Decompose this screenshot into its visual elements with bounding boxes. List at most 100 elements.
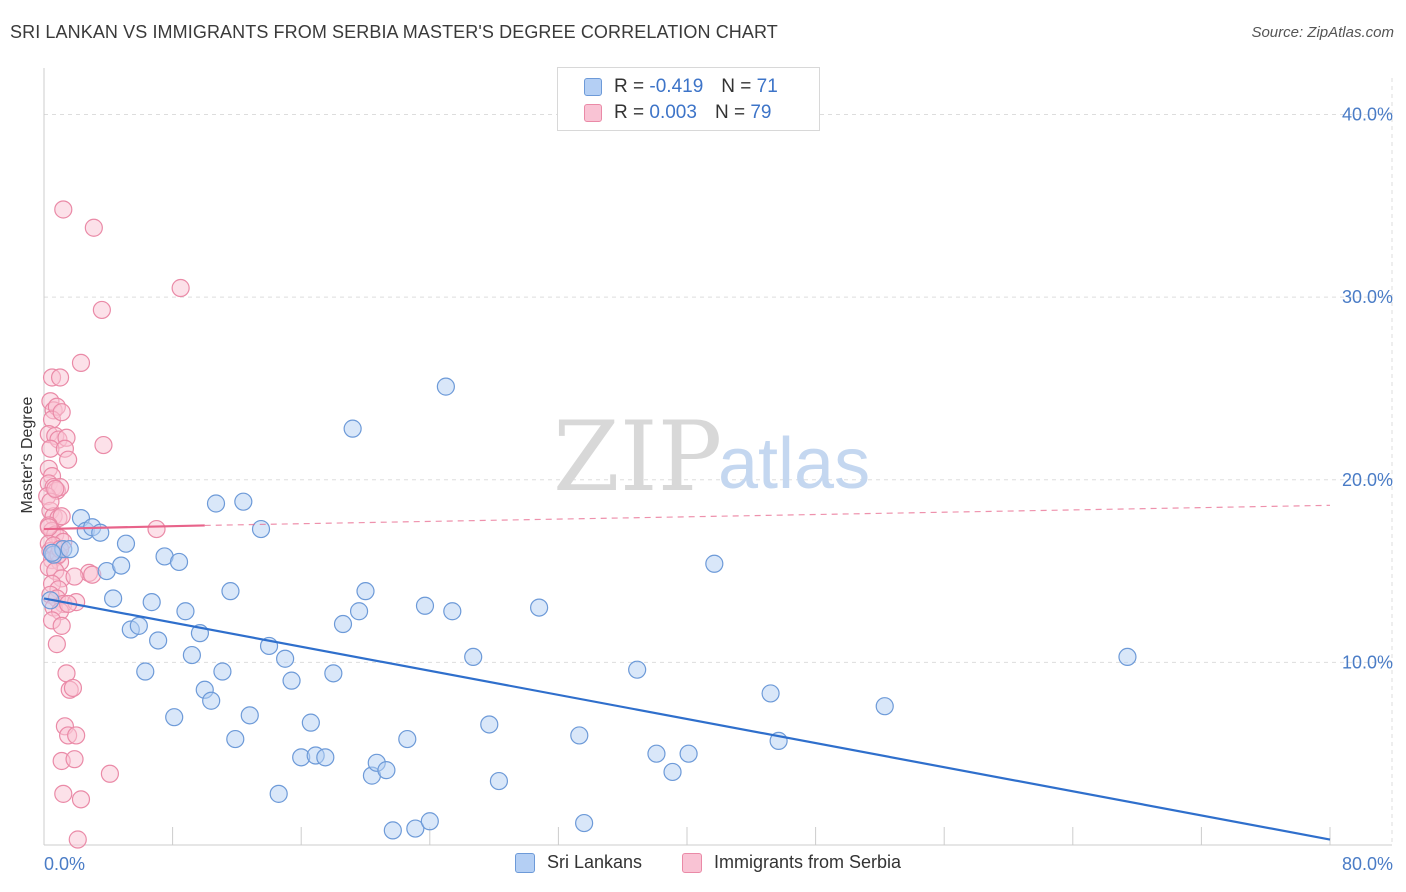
sri-lankan-point [377, 761, 396, 780]
sri-lankan-points [41, 377, 1137, 840]
y-tick-label: 30.0% [1342, 287, 1393, 307]
sri-lankan-point [761, 684, 780, 703]
sri-lankan-point [489, 771, 509, 791]
r-label: R = [614, 76, 645, 97]
r-value: 0.003 [649, 102, 697, 123]
sri-lankan-point [112, 556, 131, 575]
x-tick-label-max: 80.0% [1342, 854, 1393, 874]
sri-lankan-point [333, 614, 353, 634]
sri-lankan-point [875, 697, 894, 716]
serbia-point [65, 567, 84, 586]
serbia-point [47, 635, 66, 654]
sri-lankan-point [420, 812, 439, 831]
gridlines [44, 78, 1393, 845]
stats-row-sri-lankans: R = -0.419 N = 71 [584, 74, 778, 100]
serbia-point [59, 450, 78, 469]
y-tick-label: 40.0% [1342, 105, 1393, 125]
serbia-point [71, 353, 91, 372]
serbia-trendline-extension [204, 504, 1331, 527]
serbia-point [52, 507, 71, 526]
y-tick-label: 20.0% [1342, 470, 1393, 490]
serbia-point [100, 764, 120, 783]
series-legend: Sri Lankans Immigrants from Serbia [0, 852, 1406, 876]
serbia-point [65, 750, 84, 769]
n-value: 71 [756, 76, 778, 97]
sri-lankan-point [705, 554, 724, 573]
sri-lankan-point [575, 813, 594, 833]
sri-lankan-point [628, 660, 647, 679]
serbia-point [50, 368, 70, 387]
sri-lankan-point [226, 729, 245, 749]
sri-lankan-point [60, 540, 79, 559]
serbia-points [38, 200, 190, 849]
serbia-point [63, 678, 83, 698]
sri-lankan-point [383, 821, 402, 840]
serbia-point [54, 784, 73, 803]
sri-lankan-point [406, 819, 425, 838]
sri-lankan-point [530, 598, 549, 617]
sri-lankan-point [464, 647, 483, 667]
serbia-point [52, 403, 71, 422]
sri-lankan-point [240, 706, 259, 725]
legend-label-sri-lankans: Sri Lankans [547, 852, 643, 872]
serbia-point [54, 200, 73, 219]
watermark-zip: ZIP [553, 401, 722, 513]
legend-label-serbia: Immigrants from Serbia [714, 852, 902, 872]
sri-lankan-point [176, 602, 195, 621]
sri-lankan-point [480, 715, 499, 734]
legend-item-serbia[interactable]: Immigrants from Serbia [682, 852, 901, 873]
r-value: -0.419 [649, 76, 704, 97]
blue-swatch [515, 852, 535, 873]
stats-legend: R = -0.419 N = 71 R = 0.003 N = 79 [557, 67, 820, 131]
pink-swatch [682, 852, 702, 873]
sri-lankan-point [398, 729, 417, 749]
sri-lankan-trendline [43, 597, 1331, 841]
sri-lankan-point [149, 631, 168, 650]
serbia-point [171, 278, 190, 298]
sri-lankan-point [136, 662, 155, 681]
n-label: N = [714, 102, 746, 123]
sri-lankan-point [356, 582, 375, 601]
serbia-point [39, 518, 58, 537]
x-tick-label-min: 0.0% [44, 854, 85, 874]
chart-title: SRI LANKAN VS IMMIGRANTS FROM SERBIA MAS… [10, 22, 778, 42]
source-credit: Source: ZipAtlas.com [1251, 24, 1394, 41]
pink-swatch [584, 104, 602, 122]
watermark: ZIP atlas [553, 401, 870, 513]
blue-swatch [584, 78, 602, 96]
sri-lankan-point [234, 492, 253, 511]
legend-item-sri-lankans[interactable]: Sri Lankans [515, 852, 642, 873]
n-value: 79 [750, 102, 772, 123]
sri-lankan-point [663, 762, 682, 782]
sri-lankan-point [202, 691, 221, 710]
sri-lankan-point [182, 645, 201, 665]
sri-lankan-point [343, 419, 362, 438]
serbia-point [84, 218, 103, 237]
stats-row-serbia: R = 0.003 N = 79 [584, 100, 771, 126]
sri-lankan-point [301, 713, 320, 732]
sri-lankan-point [116, 534, 136, 553]
sri-lankan-point [282, 671, 301, 690]
tick-labels: 10.0% 20.0% 30.0% 40.0% 0.0% 80.0% [44, 105, 1393, 874]
trendlines [43, 504, 1331, 841]
sri-lankan-point [647, 744, 666, 763]
sri-lankan-point [104, 589, 123, 608]
sri-lankan-point [415, 596, 435, 615]
sri-lankan-point [165, 708, 184, 727]
sri-lankan-point [129, 616, 148, 635]
sri-lankan-point [169, 552, 189, 572]
sri-lankan-point [570, 726, 589, 745]
sri-lankan-point [269, 784, 288, 803]
serbia-point [92, 300, 111, 320]
sri-lankan-point [276, 649, 295, 668]
sri-lankan-point [443, 602, 462, 621]
sri-lankan-point [324, 664, 343, 683]
serbia-point [147, 519, 166, 539]
axes [43, 68, 1392, 846]
sri-lankan-point [679, 744, 698, 763]
sri-lankan-point [213, 662, 232, 681]
sri-lankan-point [221, 582, 240, 601]
sri-lankan-point [142, 593, 161, 612]
r-label: R = [614, 102, 645, 123]
